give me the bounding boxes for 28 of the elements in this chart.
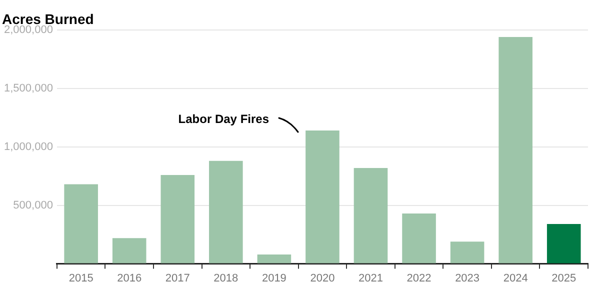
bar bbox=[498, 37, 532, 264]
y-tick-label: 1,500,000 bbox=[4, 82, 53, 94]
bar bbox=[112, 238, 146, 264]
x-tick-label: 2016 bbox=[117, 272, 142, 284]
x-tick-label: 2021 bbox=[358, 272, 383, 284]
x-tick-label: 2023 bbox=[455, 272, 480, 284]
x-tick-label: 2025 bbox=[552, 272, 576, 284]
bar bbox=[402, 214, 436, 264]
y-tick-label: 2,000,000 bbox=[4, 24, 53, 36]
bar bbox=[160, 174, 195, 264]
x-tick-label: 2020 bbox=[310, 272, 335, 284]
x-tick-label: 2024 bbox=[503, 272, 528, 284]
x-tick-label: 2018 bbox=[214, 272, 238, 284]
bar bbox=[306, 130, 340, 264]
bar bbox=[209, 160, 243, 264]
bar bbox=[546, 224, 581, 264]
x-tick-label: 2015 bbox=[68, 272, 94, 284]
annotation: Labor Day Fires bbox=[178, 112, 270, 126]
y-tick-label: 500,000 bbox=[13, 199, 53, 212]
bar bbox=[450, 242, 484, 264]
x-tick-label: 2019 bbox=[262, 272, 286, 284]
x-tick-label: 2022 bbox=[406, 272, 432, 284]
bar bbox=[354, 168, 388, 264]
x-tick-label: 2017 bbox=[165, 272, 190, 284]
bar bbox=[257, 254, 292, 264]
y-tick-label: 1,000,000 bbox=[4, 140, 53, 153]
bar bbox=[64, 184, 98, 264]
chart-title: Acres Burned bbox=[2, 11, 94, 27]
